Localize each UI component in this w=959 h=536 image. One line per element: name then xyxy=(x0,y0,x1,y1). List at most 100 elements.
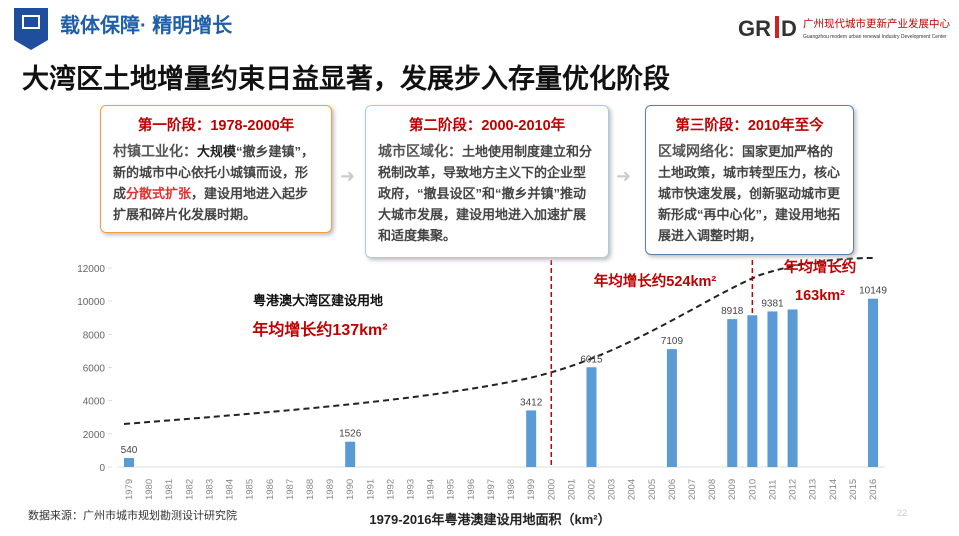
y-tick-label: 10000 xyxy=(77,297,105,308)
x-tick-label: 2012 xyxy=(788,479,799,500)
stage-title: 第一阶段：1978-2000年 xyxy=(137,118,295,134)
stage-text: 城市区域化：土地使用制度建立和分税制改革，导致地方主义下的企业型政府，“撤县设区… xyxy=(378,141,596,246)
bar xyxy=(586,367,597,467)
x-tick-label: 1982 xyxy=(184,479,195,500)
arrow: ➜ xyxy=(616,166,631,186)
bar xyxy=(666,349,677,467)
x-tick-label: 1998 xyxy=(506,479,517,500)
stage-text-part: 区域网络化： xyxy=(658,143,742,159)
org-name-en: Guangzhou modern urban renewal Industry … xyxy=(803,34,947,40)
page-number: 22 xyxy=(897,508,907,518)
y-tick-label: 12000 xyxy=(77,264,105,275)
x-tick-label: 2004 xyxy=(627,479,638,500)
stage-text-part: “撤乡建镇”，新的城市中心依托小城镇而设，形成 xyxy=(113,144,315,201)
x-tick-label: 1980 xyxy=(144,479,155,500)
x-tick-label: 1994 xyxy=(426,479,437,500)
x-tick-label: 1989 xyxy=(325,479,336,500)
x-tick-label: 2013 xyxy=(808,479,819,500)
org-name: 广州现代城市更新产业发展中心 xyxy=(803,17,950,30)
x-tick-label: 2000 xyxy=(546,479,557,500)
chart-caption: 1979-2016年粤港澳建设用地面积（km²） xyxy=(369,512,610,527)
value-label: 7109 xyxy=(661,336,684,347)
annotation: 粤港澳大湾区建设用地 xyxy=(253,293,383,308)
stage-title: 第三阶段：2010年至今 xyxy=(675,118,824,134)
y-tick-label: 8000 xyxy=(83,330,106,341)
x-tick-label: 1992 xyxy=(385,479,396,500)
value-label: 1526 xyxy=(339,429,362,440)
x-tick-label: 1995 xyxy=(446,479,457,500)
value-label: 10149 xyxy=(859,286,887,297)
section-icon-tip xyxy=(14,40,48,50)
source: 数据来源：广州市城市规划勘测设计研究院 xyxy=(28,508,237,522)
x-tick-label: 2002 xyxy=(586,479,597,500)
stage-text-part: 分散式扩张 xyxy=(126,186,192,201)
x-tick-label: 1987 xyxy=(285,479,296,500)
x-tick-label: 2008 xyxy=(707,479,718,500)
annotation: 年均增长约137km² xyxy=(252,320,387,339)
stage-box: 第一阶段：1978-2000年村镇工业化：大规模“撤乡建镇”，新的城市中心依托小… xyxy=(100,105,332,233)
section-title: 载体保障· 精明增长 xyxy=(60,13,233,37)
x-tick-label: 2014 xyxy=(828,479,839,500)
stage-box: 第二阶段：2000-2010年城市区域化：土地使用制度建立和分税制改革，导致地方… xyxy=(365,105,609,258)
x-tick-label: 2006 xyxy=(667,479,678,500)
x-tick-label: 1997 xyxy=(486,479,497,500)
value-label: 9381 xyxy=(761,298,784,309)
x-tick-label: 1990 xyxy=(345,479,356,500)
bar xyxy=(526,410,537,467)
stage-text: 村镇工业化：大规模“撤乡建镇”，新的城市中心依托小城镇而设，形成分散式扩张，建设… xyxy=(113,141,319,225)
x-tick-label: 1988 xyxy=(305,479,316,500)
value-label: 540 xyxy=(121,445,138,456)
bar xyxy=(868,298,878,467)
x-tick-label: 1991 xyxy=(365,479,376,500)
x-tick-label: 2010 xyxy=(747,479,758,500)
x-tick-label: 2015 xyxy=(848,479,859,500)
arrow: ➜ xyxy=(340,166,355,186)
trend-curve xyxy=(123,257,874,425)
x-tick-label: 2001 xyxy=(566,479,577,500)
stage-text-part: ，建设用地进入起步扩展和碎片化发展时期。 xyxy=(113,186,309,222)
logo: GR xyxy=(738,16,771,41)
x-tick-label: 1979 xyxy=(124,479,135,500)
bar xyxy=(345,441,356,467)
x-tick-label: 1996 xyxy=(466,479,477,500)
stage-title: 第二阶段：2000-2010年 xyxy=(408,118,566,134)
x-tick-label: 2005 xyxy=(647,479,658,500)
y-tick-label: 6000 xyxy=(83,364,106,375)
x-tick-label: 1999 xyxy=(526,479,537,500)
y-tick-label: 0 xyxy=(99,463,105,474)
x-tick-label: 1984 xyxy=(225,479,236,500)
x-tick-label: 1986 xyxy=(265,479,276,500)
x-tick-label: 2009 xyxy=(727,479,738,500)
x-tick-label: 2003 xyxy=(607,479,618,500)
stage-text-part: 城市区域化： xyxy=(378,143,462,159)
bar xyxy=(767,311,778,467)
section-icon xyxy=(14,8,48,40)
x-tick-label: 2007 xyxy=(687,479,698,500)
bar xyxy=(787,309,798,467)
logo: D xyxy=(781,16,797,41)
stage-text-part: 村镇工业化： xyxy=(113,143,197,159)
x-tick-label: 2011 xyxy=(767,480,778,500)
value-label: 6015 xyxy=(580,354,603,365)
annotation: 163km² xyxy=(795,288,845,304)
y-tick-label: 4000 xyxy=(83,397,106,408)
x-tick-label: 1985 xyxy=(245,479,256,500)
value-label: 8918 xyxy=(721,306,744,317)
stage-text-part: 土地使用制度建立和分税制改革，导致地方主义下的企业型政府，“撤县设区”和“撤乡并… xyxy=(378,144,593,243)
x-tick-label: 1993 xyxy=(406,479,417,500)
icon-glyph xyxy=(22,15,40,29)
annotation: 年均增长约 xyxy=(784,258,857,276)
y-tick-label: 2000 xyxy=(83,430,106,441)
x-tick-label: 1981 xyxy=(164,479,175,500)
value-label: 3412 xyxy=(520,397,543,408)
stage-text-part: 大规模 xyxy=(197,144,237,159)
x-tick-label: 1983 xyxy=(204,479,215,500)
x-tick-label: 2016 xyxy=(868,479,879,500)
logo-bar xyxy=(775,16,779,38)
stage-text-part: 国家更加严格的土地政策，城市转型压力，核心城市快速发展，创新驱动城市更新形成“再… xyxy=(658,144,841,243)
bar xyxy=(747,315,758,467)
annotation: 年均增长约524km² xyxy=(594,272,717,290)
slide-title: 大湾区土地增量约束日益显著，发展步入存量优化阶段 xyxy=(22,63,670,94)
